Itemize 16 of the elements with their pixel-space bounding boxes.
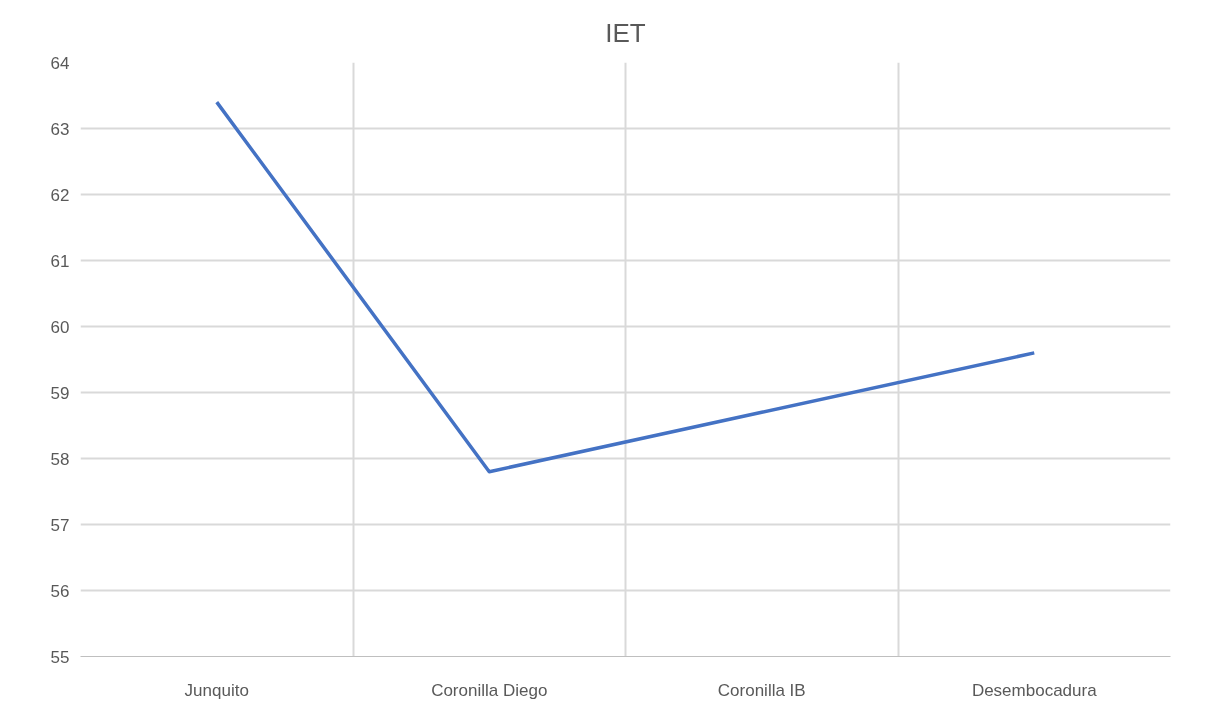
x-tick-label: Coronilla Diego	[431, 680, 548, 700]
y-tick-label: 62	[50, 185, 70, 205]
y-tick-label: 55	[50, 647, 70, 667]
y-tick-label: 60	[50, 317, 70, 337]
x-tick-label: Junquito	[184, 680, 249, 700]
x-tick-label: Desembocadura	[971, 680, 1098, 700]
y-tick-label: 59	[50, 383, 70, 403]
y-tick-label: 63	[50, 119, 70, 139]
y-tick-label: 58	[50, 449, 70, 469]
y-tick-label: 61	[50, 251, 70, 271]
y-tick-label: 64	[50, 53, 70, 73]
chart-title: IET	[605, 17, 646, 48]
y-tick-label: 56	[50, 581, 70, 601]
x-tick-label: Coronilla IB	[717, 680, 806, 700]
line-series	[215, 100, 1036, 474]
y-tick-label: 57	[50, 515, 70, 535]
